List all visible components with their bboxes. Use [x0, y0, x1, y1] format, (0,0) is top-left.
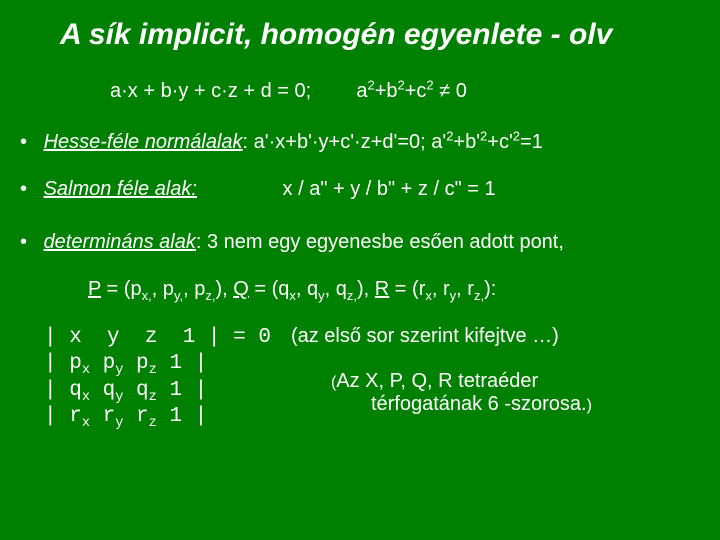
m32b: y [115, 390, 123, 405]
p-close: ), [215, 278, 233, 300]
salmon-label: Salmon féle alak: [44, 178, 197, 200]
q-open: = (q [249, 278, 290, 300]
n3s: ) [587, 397, 592, 414]
eq-exp1: 2 [367, 77, 374, 92]
hesse-m2: +c' [487, 131, 513, 153]
matrix-block: | x y z 1 | = 0 | px py pz 1 | | qx qy q… [20, 325, 700, 430]
r-close: ): [484, 278, 496, 300]
m1e: | = 0 [195, 326, 271, 349]
r-z: z, [474, 288, 484, 303]
m41a: r [69, 405, 82, 428]
bullet-marker: • [20, 178, 38, 201]
p-y: y, [174, 288, 183, 303]
m21b: x [82, 363, 90, 378]
eq-neq: ≠ 0 [434, 80, 467, 102]
eq-left: a·x + b·y + c·z + d = 0; [110, 80, 311, 102]
n2t: Az X, P, Q, R tetraéder [336, 370, 538, 392]
main-equation: a·x + b·y + c·z + d = 0; a2+b2+c2 ≠ 0 [110, 80, 700, 103]
q-m1: , q [296, 278, 318, 300]
eq-b: +b [375, 80, 398, 102]
eq-a: a [356, 80, 367, 102]
m34: 1 [169, 379, 182, 402]
m44: 1 [169, 405, 182, 428]
m23a: p [136, 352, 149, 375]
determinant-matrix: | x y z 1 | = 0 | px py pz 1 | | qx qy q… [44, 325, 271, 430]
salmon-eq: x / a" + y / b" + z / c" = 1 [283, 178, 496, 201]
r-open: = (r [389, 278, 425, 300]
m22b: y [115, 363, 123, 378]
bullet-determinant: • determináns alak: 3 nem egy egyenesbe … [20, 231, 700, 254]
hesse-m1: +b' [453, 131, 480, 153]
m31a: q [69, 379, 82, 402]
hesse-text: : a'·x+b'·y+c'·z+d'=0; a' [243, 131, 447, 153]
q-close: ), [357, 278, 375, 300]
hesse-e3: 2 [513, 128, 520, 143]
bullet-marker: • [20, 231, 38, 254]
m43b: z [149, 416, 157, 431]
p-m2: , p [183, 278, 205, 300]
p-label: P [88, 278, 101, 300]
hesse-end: =1 [520, 131, 543, 153]
p-x: x, [142, 288, 152, 303]
bullet-marker: • [20, 131, 38, 154]
eq-right: a2+b2+c2 ≠ 0 [356, 80, 467, 102]
m21a: p [69, 352, 82, 375]
m11: x [69, 326, 82, 349]
p-open: = (p [101, 278, 142, 300]
m23b: z [149, 363, 157, 378]
m24: 1 [169, 352, 182, 375]
q-m2: , q [325, 278, 347, 300]
bullet-hesse: • Hesse-féle normálalak: a'·x+b'·y+c'·z+… [20, 131, 700, 154]
m31b: x [82, 390, 90, 405]
note-3: térfogatának 6 -szorosa.) [371, 393, 592, 416]
p-m1: , p [152, 278, 174, 300]
note-1: (az első sor szerint kifejtve …) [291, 325, 592, 348]
side-notes: (az első sor szerint kifejtve …) (Az X, … [291, 325, 592, 416]
m33b: z [149, 390, 157, 405]
m42b: y [115, 416, 123, 431]
hesse-label: Hesse-féle normálalak [44, 131, 243, 153]
points-def: P = (px,, py,, pz,), Q = (qx, qy, qz,), … [88, 278, 700, 301]
m43a: r [136, 405, 149, 428]
q-z: z, [347, 288, 357, 303]
det-label: determináns alak [44, 231, 196, 253]
eq-exp3: 2 [426, 77, 433, 92]
r-label: R [375, 278, 389, 300]
m13: z [145, 326, 158, 349]
m22a: p [103, 352, 116, 375]
note-2: (Az X, P, Q, R tetraéder [331, 370, 592, 393]
eq-exp2: 2 [398, 77, 405, 92]
q-label: Q [233, 278, 249, 300]
m41b: x [82, 416, 90, 431]
bullet-salmon: • Salmon féle alak: x / a" + y / b" + z … [20, 178, 700, 201]
p-z: z, [205, 288, 215, 303]
m14: 1 [183, 326, 196, 349]
m12: y [107, 326, 120, 349]
eq-c: +c [405, 80, 427, 102]
r-m2: , r [456, 278, 474, 300]
m32a: q [103, 379, 116, 402]
m42a: r [103, 405, 116, 428]
det-text: : 3 nem egy egyenesbe esően adott pont, [196, 231, 564, 253]
slide-title: A sík implicit, homogén egyenlete - olv [60, 18, 700, 52]
n3t: térfogatának 6 -szorosa. [371, 393, 587, 415]
m33a: q [136, 379, 149, 402]
r-m1: , r [432, 278, 450, 300]
